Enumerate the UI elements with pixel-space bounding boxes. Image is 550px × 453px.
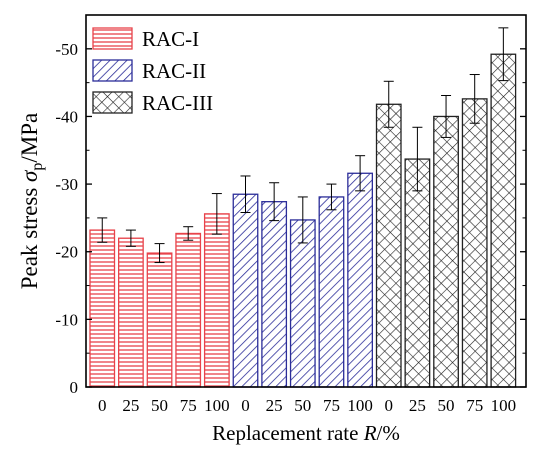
error-bar-rac-iii-50: [441, 94, 452, 138]
bar-rac-i-50: [146, 252, 173, 388]
x-tick-label: 50: [151, 396, 168, 415]
bar-rac-iii-75: [461, 98, 488, 388]
y-axis-label: Peak stress σp/MPa: [17, 113, 46, 290]
y-tick-label: -10: [55, 310, 78, 329]
bar-rac-iii-0: [375, 103, 402, 388]
x-axis-label-prefix: Replacement rate: [212, 421, 364, 445]
error-bar-rac-iii-0: [383, 80, 394, 128]
error-bar-rac-ii-0: [240, 175, 251, 213]
x-tick-label: 100: [347, 396, 373, 415]
x-tick-label: 0: [98, 396, 107, 415]
error-bar-rac-i-0: [97, 217, 108, 243]
error-bar-rac-ii-100: [355, 155, 366, 192]
x-tick-label: 25: [122, 396, 139, 415]
x-tick-label: 25: [409, 396, 426, 415]
y-tick-label: -30: [55, 175, 78, 194]
bar-rac-ii-50: [289, 219, 316, 388]
error-bars-layer: [97, 27, 509, 264]
error-bar-rac-i-75: [183, 226, 194, 241]
error-bar-rac-i-25: [125, 229, 136, 247]
y-tick-label: 0: [70, 378, 79, 397]
x-tick-label: 100: [204, 396, 230, 415]
x-axis-ticks: 0 25 50 75 100 0 25 50 75 100 0 25 50 75 100: [98, 396, 516, 415]
y-tick-label: -40: [55, 107, 78, 126]
legend-swatch-rac-ii: [92, 59, 133, 82]
bar-rac-ii-0: [232, 193, 259, 388]
x-tick-label: 0: [241, 396, 250, 415]
error-bar-rac-ii-75: [326, 183, 337, 211]
y-axis-label-symbol: σ: [17, 169, 42, 182]
x-tick-label: 100: [491, 396, 517, 415]
bar-rac-ii-25: [261, 201, 288, 388]
y-axis-label-prefix: Peak stress: [17, 182, 42, 289]
error-bar-rac-iii-25: [412, 126, 423, 192]
bar-rac-iii-100: [490, 53, 517, 388]
y-axis-ticks: 0 -10 -20 -30 -40 -50: [55, 40, 526, 397]
x-tick-label: 0: [385, 396, 394, 415]
y-tick-label: -50: [55, 40, 78, 59]
error-bar-rac-ii-50: [297, 196, 308, 244]
x-tick-label: 75: [323, 396, 340, 415]
error-bar-rac-ii-25: [269, 182, 280, 222]
y-axis-label-subscript: p: [29, 163, 46, 171]
error-bar-rac-i-100: [211, 193, 222, 235]
bar-rac-i-0: [89, 229, 116, 388]
legend-label-rac-ii: RAC-II: [142, 59, 206, 83]
x-axis-label-suffix: /%: [377, 421, 400, 445]
error-bar-rac-iii-100: [498, 27, 509, 82]
error-bar-rac-iii-75: [469, 74, 480, 124]
bar-rac-i-100: [203, 213, 230, 388]
bar-rac-iii-25: [404, 158, 431, 388]
x-axis-label: Replacement rate R/%: [212, 421, 400, 445]
bars-layer: [89, 53, 517, 388]
x-tick-label: 50: [294, 396, 311, 415]
y-tick-label: -20: [55, 243, 78, 262]
legend: RAC-I RAC-II RAC-III: [92, 27, 213, 115]
y-axis-label-suffix: /MPa: [17, 113, 42, 163]
legend-label-rac-iii: RAC-III: [142, 91, 213, 115]
bar-rac-i-25: [118, 237, 144, 388]
legend-swatch-rac-iii: [92, 91, 133, 114]
x-tick-label: 25: [266, 396, 283, 415]
legend-swatch-rac-i: [92, 27, 133, 50]
error-bar-rac-i-50: [154, 243, 165, 264]
x-tick-label: 75: [466, 396, 483, 415]
x-axis-label-variable: R: [363, 421, 377, 445]
bar-rac-ii-75: [318, 196, 345, 388]
bar-rac-ii-100: [347, 172, 374, 388]
x-tick-label: 50: [438, 396, 455, 415]
legend-label-rac-i: RAC-I: [142, 27, 199, 51]
bar-rac-i-75: [175, 232, 202, 388]
plot-frame: [85, 14, 527, 388]
x-tick-label: 75: [180, 396, 197, 415]
bar-rac-iii-50: [433, 115, 459, 388]
